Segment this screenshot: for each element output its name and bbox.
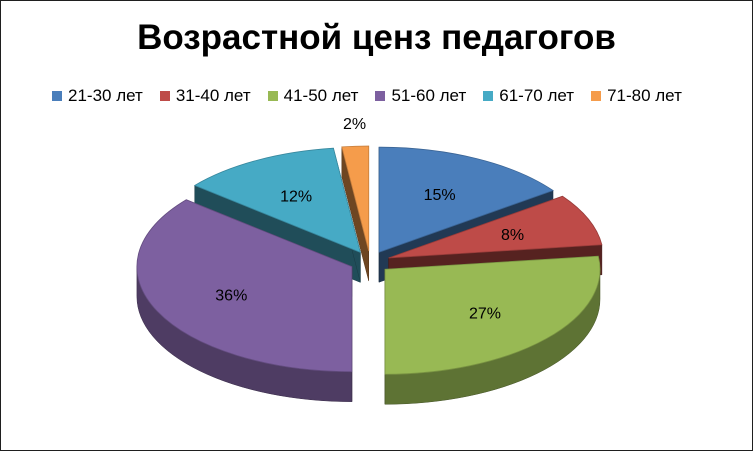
legend-item-51-60: 51-60 лет <box>375 86 466 106</box>
legend-label-41-50: 41-50 лет <box>283 86 359 105</box>
legend-item-71-80: 71-80 лет <box>591 86 682 106</box>
legend-label-71-80: 71-80 лет <box>607 86 682 105</box>
legend-swatch-21-30 <box>52 91 62 101</box>
legend-label-31-40: 31-40 лет <box>175 86 251 105</box>
legend-swatch-41-50 <box>267 91 278 101</box>
pie-slice-31-40 <box>388 195 603 259</box>
chart-title: Возрастной ценз педагогов <box>137 18 616 57</box>
legend-item-31-40: 31-40 лет <box>159 86 251 106</box>
legend-label-61-70: 61-70 лет <box>499 86 575 105</box>
legend-label-21-30: 21-30 лет <box>68 86 143 105</box>
legend-swatch-61-70 <box>483 91 494 101</box>
pie-slice-61-70 <box>193 147 361 254</box>
data-label-41-50: 27% <box>469 305 501 322</box>
pie-slice-21-30 <box>378 146 554 253</box>
pie-slice-51-60 <box>136 199 353 373</box>
pie-slice-41-50 <box>384 255 601 375</box>
legend-swatch-31-40 <box>159 91 170 101</box>
legend: 21-30 лет 31-40 лет 41-50 лет 51-60 лет … <box>52 86 699 106</box>
data-label-61-70: 12% <box>280 188 312 205</box>
data-label-31-40: 8% <box>501 227 524 244</box>
data-label-21-30: 15% <box>424 187 456 204</box>
legend-swatch-71-80 <box>591 91 602 101</box>
data-label-51-60: 36% <box>215 287 247 304</box>
legend-item-21-30: 21-30 лет <box>52 86 143 106</box>
legend-item-61-70: 61-70 лет <box>483 86 574 106</box>
legend-label-51-60: 51-60 лет <box>391 86 467 105</box>
pie-slice-71-80 <box>341 145 370 252</box>
legend-swatch-51-60 <box>375 91 386 101</box>
legend-item-41-50: 41-50 лет <box>267 86 359 106</box>
data-label-71-80: 2% <box>343 116 366 133</box>
